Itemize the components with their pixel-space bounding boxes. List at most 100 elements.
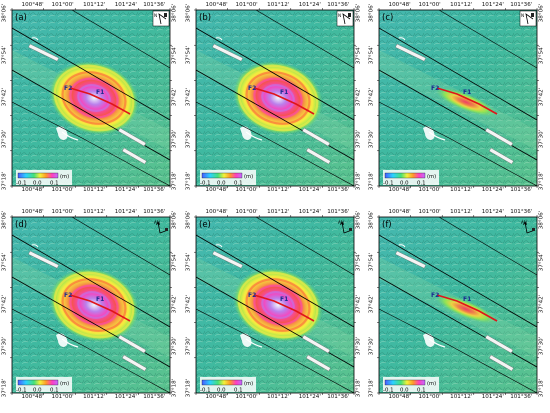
- fault-label-f1: F1: [96, 296, 104, 303]
- lat-tick-right: 37°18': [538, 379, 545, 398]
- lon-tick-top: 101°00': [418, 2, 441, 8]
- lon-tick-top: 101°00': [235, 209, 258, 215]
- lat-tick-right: 37°42': [538, 294, 545, 314]
- lat-tick-right: 37°30': [355, 336, 362, 356]
- lat-tick-right: 38°06': [171, 3, 178, 22]
- lat-tick-left: 37°30': [1, 336, 8, 356]
- colorbar-tick: 0.1: [234, 181, 243, 187]
- lat-tick-left: 38°06': [185, 3, 192, 22]
- lon-tick-top: 100°48': [21, 2, 44, 8]
- north-label: N: [521, 13, 524, 18]
- lat-tick-right: 37°30': [355, 129, 362, 149]
- lat-tick-left: 37°30': [368, 129, 375, 149]
- lon-tick-top: 101°12': [450, 209, 473, 215]
- lat-tick-left: 37°42': [185, 294, 192, 314]
- panel-label: (b): [199, 13, 211, 23]
- lon-tick-bottom: 101°00': [235, 394, 258, 400]
- lat-tick-left: 37°42': [368, 294, 375, 314]
- fault-label-f2: F2: [64, 292, 72, 299]
- lat-tick-left: 37°54': [185, 252, 192, 272]
- lon-tick-top: 101°36': [510, 2, 533, 8]
- lat-tick-left: 37°30': [1, 129, 8, 149]
- panel-d: F2 F1 (d) AN (m) -0.1 0.0 0.1 100°48' 100°48' 101°…: [1, 209, 178, 400]
- lat-tick-right: 38°06': [355, 210, 362, 229]
- lat-tick-left: 37°30': [185, 336, 192, 356]
- lat-tick-left: 38°06': [368, 3, 375, 22]
- colorbar-unit: (m): [427, 381, 436, 387]
- lon-tick-bottom: 101°36': [510, 394, 533, 400]
- lat-tick-left: 37°54': [185, 45, 192, 65]
- lon-tick-bottom: 100°48': [21, 187, 44, 193]
- lon-tick-bottom: 100°48': [21, 394, 44, 400]
- colorbar-tick: 0.0: [217, 181, 226, 187]
- colorbar-unit: (m): [60, 381, 69, 387]
- panel-label: (a): [15, 13, 27, 23]
- lat-tick-left: 37°30': [368, 336, 375, 356]
- lon-tick-bottom: 101°00': [235, 187, 258, 193]
- colorbar-unit: (m): [60, 174, 69, 180]
- lat-tick-right: 37°18': [355, 379, 362, 398]
- lat-tick-right: 38°06': [171, 210, 178, 229]
- fault-label-f1: F1: [280, 296, 288, 303]
- panel-a: F2 F1 (a) N (m) -0.1 0.0 0.1 100°48' 100°48' 101°0…: [1, 2, 178, 193]
- colorbar-tick: 0.0: [400, 181, 409, 187]
- lat-tick-left: 38°06': [1, 3, 8, 22]
- lon-tick-top: 101°36': [327, 2, 350, 8]
- north-arrow-icon: [519, 10, 537, 27]
- map-d: F2 F1 (d) AN (m) -0.1 0.0 0.1: [10, 215, 172, 395]
- north-label: AN: [521, 220, 527, 225]
- lat-tick-right: 37°54': [355, 252, 362, 272]
- lon-tick-bottom: 101°00': [51, 187, 74, 193]
- lon-tick-bottom: 101°36': [327, 187, 350, 193]
- colorbar-tick: -0.1: [383, 388, 394, 394]
- north-arrow-icon: [156, 221, 169, 234]
- lon-tick-bottom: 101°12': [83, 394, 106, 400]
- panel-label: (f): [382, 220, 392, 230]
- panel-label: (e): [199, 220, 211, 230]
- lon-tick-bottom: 101°36': [327, 394, 350, 400]
- lat-tick-left: 38°06': [185, 210, 192, 229]
- lon-tick-top: 101°24': [114, 209, 137, 215]
- lat-tick-right: 37°30': [171, 336, 178, 356]
- lon-tick-top: 101°24': [114, 2, 137, 8]
- lon-tick-bottom: 101°12': [267, 187, 290, 193]
- lon-tick-top: 101°24': [481, 209, 504, 215]
- lon-tick-top: 100°48': [388, 2, 411, 8]
- panel-e: F2 F1 (e) AN (m) -0.1 0.0 0.1 100°48' 100°48' 101°…: [185, 209, 362, 400]
- fault-label-f2: F2: [64, 85, 72, 92]
- lon-tick-bottom: 101°12': [450, 187, 473, 193]
- lat-tick-right: 37°30': [538, 129, 545, 149]
- lat-tick-right: 37°42': [355, 294, 362, 314]
- lat-tick-left: 37°30': [185, 129, 192, 149]
- fault-label-f1: F1: [96, 89, 104, 96]
- panel-b: F2 F1 (b) N (m) -0.1 0.0 0.1 100°48' 100°48' 101°0…: [185, 2, 362, 193]
- colorbar: [17, 379, 59, 386]
- lon-tick-bottom: 100°48': [205, 394, 228, 400]
- lat-tick-left: 37°54': [368, 252, 375, 272]
- lat-tick-left: 37°18': [368, 172, 375, 191]
- lon-tick-top: 100°48': [205, 209, 228, 215]
- panel-c: F2 F1 (c) N (m) -0.1 0.0 0.1 100°48' 100°48' 101°0…: [368, 2, 545, 193]
- lon-tick-top: 101°36': [143, 209, 166, 215]
- colorbar-tick: -0.1: [200, 181, 211, 187]
- colorbar-unit: (m): [244, 174, 253, 180]
- lon-tick-bottom: 101°00': [418, 394, 441, 400]
- lat-tick-left: 37°42': [368, 87, 375, 107]
- lon-tick-bottom: 101°36': [143, 187, 166, 193]
- lon-tick-top: 101°12': [83, 2, 106, 8]
- lat-tick-right: 37°18': [355, 172, 362, 191]
- lon-tick-top: 101°00': [418, 209, 441, 215]
- north-arrow-icon: [152, 10, 170, 27]
- lon-tick-top: 100°48': [21, 209, 44, 215]
- lon-tick-top: 101°12': [83, 209, 106, 215]
- colorbar-tick: -0.1: [16, 181, 27, 187]
- fault-label-f1: F1: [280, 89, 288, 96]
- lat-tick-left: 38°06': [368, 210, 375, 229]
- colorbar: [384, 379, 426, 386]
- lon-tick-bottom: 101°00': [51, 394, 74, 400]
- lon-tick-top: 101°00': [235, 2, 258, 8]
- lon-tick-bottom: 101°24': [298, 394, 321, 400]
- lat-tick-right: 37°54': [171, 252, 178, 272]
- colorbar-tick: -0.1: [200, 388, 211, 394]
- lon-tick-top: 101°36': [510, 209, 533, 215]
